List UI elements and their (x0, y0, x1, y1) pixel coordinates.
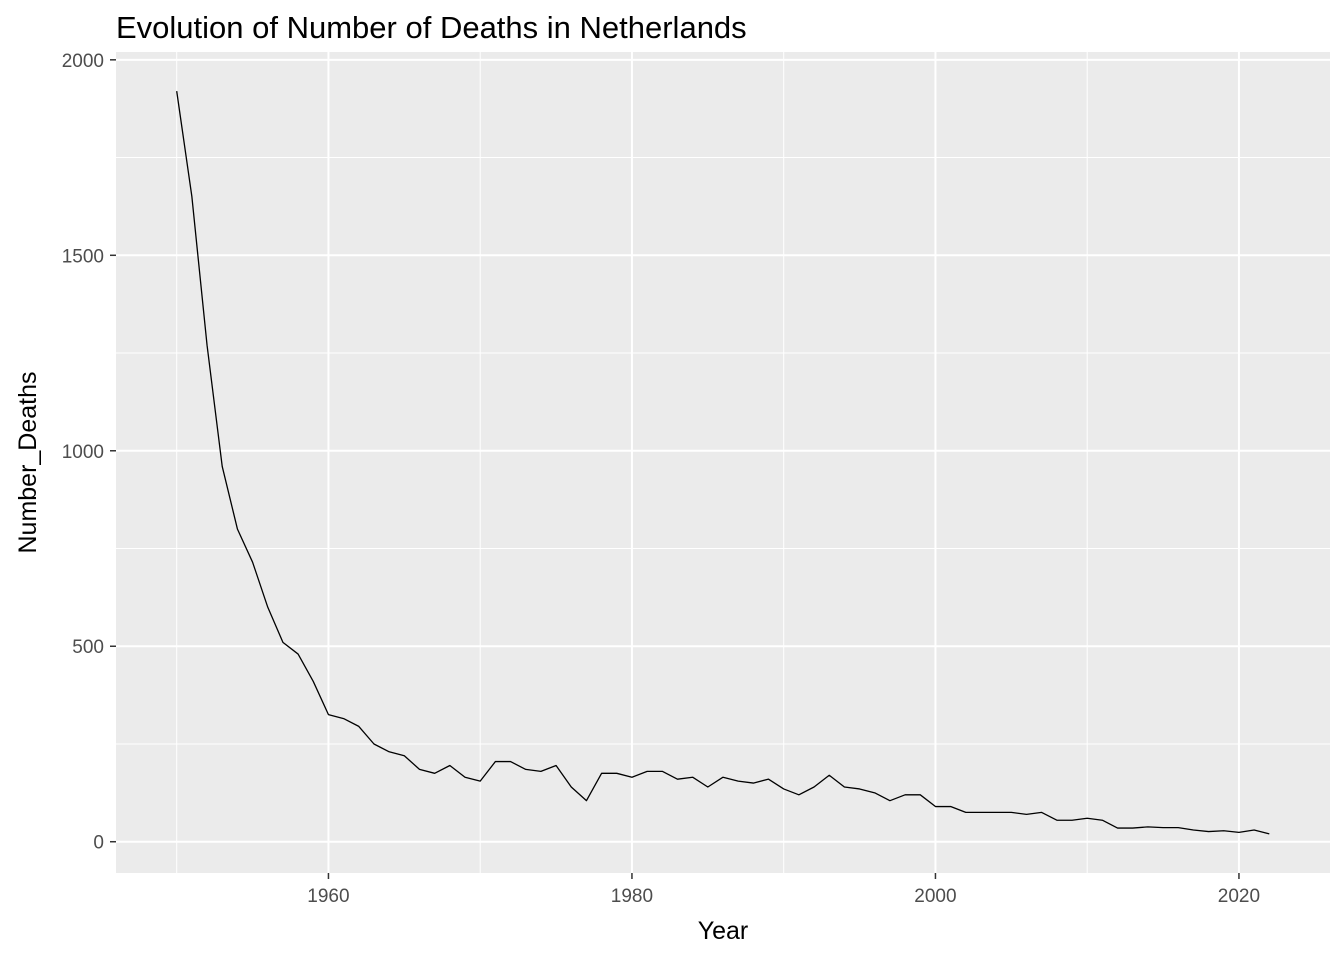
y-tick-label: 1000 (62, 442, 104, 463)
x-tick-label: 1960 (307, 886, 349, 907)
x-axis: 1960 1980 2000 2020 (307, 873, 1260, 907)
y-tick-label: 1500 (62, 246, 104, 267)
x-tick-label: 1980 (611, 886, 653, 907)
chart-title: Evolution of Number of Deaths in Netherl… (116, 10, 747, 45)
x-axis-title: Year (698, 917, 749, 945)
y-tick-label: 0 (93, 833, 104, 854)
y-axis-title: Number_Deaths (14, 371, 42, 553)
y-tick-label: 500 (72, 637, 104, 658)
x-tick-label: 2020 (1218, 886, 1260, 907)
y-axis: 0 500 1000 1500 2000 (62, 51, 116, 854)
minor-gridlines (116, 52, 1330, 873)
x-tick-label: 2000 (914, 886, 956, 907)
series-line (176, 91, 1270, 835)
major-gridlines (116, 52, 1330, 873)
plot-panel (116, 52, 1330, 873)
y-tick-label: 2000 (62, 51, 104, 72)
